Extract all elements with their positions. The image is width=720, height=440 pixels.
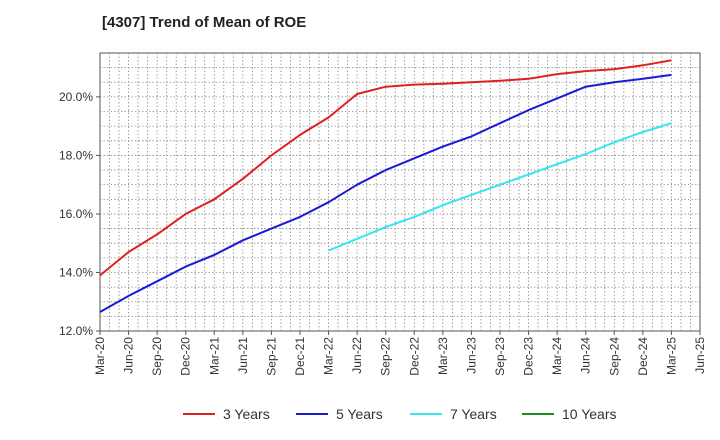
x-tick-label: Mar-24 [550, 337, 564, 375]
x-tick-label: Mar-22 [322, 337, 336, 375]
y-tick-label: 14.0% [59, 265, 93, 279]
x-tick-label: Dec-22 [407, 337, 421, 376]
series-line-3-years [99, 59, 672, 277]
x-axis-ticks: Mar-20 Jun-20 Sep-20 Dec-20 Mar-21 Jun-21 Sep-… [93, 331, 707, 376]
x-tick-label: Jun-24 [579, 337, 593, 374]
plot-area [99, 52, 701, 332]
x-tick-label: Mar-21 [207, 337, 221, 375]
x-tick-label: Dec-21 [293, 337, 307, 376]
legend-label-7-years: 7 Years [450, 406, 497, 422]
legend-label-3-years: 3 Years [223, 406, 270, 422]
x-tick-label: Sep-24 [607, 337, 621, 376]
x-tick-label: Mar-20 [93, 337, 107, 375]
chart-title: [4307] Trend of Mean of ROE [102, 14, 307, 31]
legend: 3 Years 5 Years 7 Years 10 Years [183, 406, 617, 422]
x-tick-label: Sep-20 [150, 337, 164, 376]
x-tick-label: Jun-21 [236, 337, 250, 374]
y-tick-label: 12.0% [59, 324, 93, 338]
x-tick-label: Dec-23 [522, 337, 536, 376]
x-tick-label: Jun-22 [350, 337, 364, 374]
legend-label-5-years: 5 Years [336, 406, 383, 422]
series-line-7-years [328, 122, 672, 252]
series-lines [99, 59, 672, 313]
x-tick-label: Jun-25 [693, 337, 707, 374]
x-tick-label: Sep-21 [264, 337, 278, 376]
x-tick-label: Dec-20 [179, 337, 193, 376]
series-line-5-years [99, 73, 672, 313]
y-tick-label: 20.0% [59, 90, 93, 104]
grid-lines [100, 53, 700, 331]
y-tick-label: 18.0% [59, 148, 93, 162]
x-tick-label: Dec-24 [636, 337, 650, 376]
x-tick-label: Jun-23 [464, 337, 478, 374]
y-axis-ticks: 12.0% 14.0% 16.0% 18.0% 20.0% [59, 90, 100, 338]
y-tick-label: 16.0% [59, 207, 93, 221]
legend-label-10-years: 10 Years [562, 406, 617, 422]
x-tick-label: Sep-23 [493, 337, 507, 376]
x-tick-label: Mar-23 [436, 337, 450, 375]
x-tick-label: Sep-22 [379, 337, 393, 376]
x-tick-label: Jun-20 [122, 337, 136, 374]
x-tick-label: Mar-25 [664, 337, 678, 375]
